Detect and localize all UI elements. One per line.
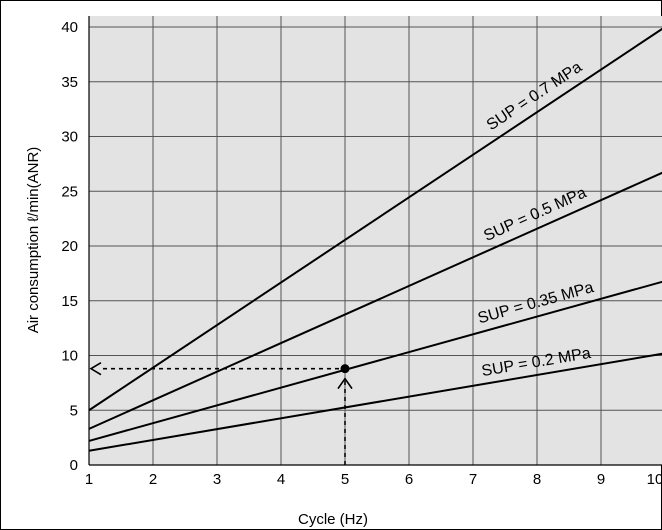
axes: [88, 16, 662, 466]
series-line-2: [88, 171, 662, 430]
y-axis-label: Air consumption ℓ/min(ANR): [25, 147, 42, 334]
x-tick-label-8: 8: [533, 471, 541, 488]
y-tick-label-35: 35: [61, 74, 78, 91]
x-tick-label-9: 9: [597, 471, 605, 488]
x-tick-label-1: 1: [85, 471, 93, 488]
tick-labels: 1 2 3 4 5 6 7 8 9 10 0 5 10 15 20 25 30 35 40: [61, 19, 662, 488]
series-line-3: [88, 280, 662, 442]
x-tick-label-7: 7: [469, 471, 477, 488]
x-tick-label-10: 10: [647, 471, 662, 488]
x-tick-label-4: 4: [277, 471, 285, 488]
x-axis-label: Cycle (Hz): [298, 511, 368, 528]
y-tick-label-0: 0: [70, 457, 78, 474]
x-tick-label-2: 2: [149, 471, 157, 488]
series-line-1: [88, 27, 662, 412]
y-tick-label-10: 10: [61, 348, 78, 365]
arrow-head-up: [337, 377, 353, 390]
arrow-head-left: [89, 361, 102, 376]
x-tick-label-3: 3: [213, 471, 221, 488]
y-tick-label-25: 25: [61, 183, 78, 200]
grid: [89, 16, 662, 465]
y-tick-label-5: 5: [70, 402, 78, 419]
series-line-4: [88, 352, 662, 452]
x-tick-label-6: 6: [405, 471, 413, 488]
y-tick-label-40: 40: [61, 19, 78, 36]
y-tick-label-20: 20: [61, 238, 78, 255]
y-tick-label-30: 30: [61, 129, 78, 146]
plot-area: [89, 16, 662, 465]
example-reading: [89, 361, 353, 465]
x-tick-label-5: 5: [341, 471, 349, 488]
y-tick-label-15: 15: [61, 293, 78, 310]
example-point-marker: [340, 364, 350, 374]
series-group: [88, 27, 662, 452]
